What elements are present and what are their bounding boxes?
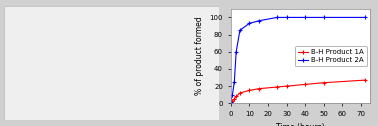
FancyBboxPatch shape — [4, 6, 219, 120]
X-axis label: Time (hours): Time (hours) — [276, 122, 325, 126]
Y-axis label: % of product formed: % of product formed — [195, 17, 204, 95]
Legend: B-H Product 1A, B-H Product 2A: B-H Product 1A, B-H Product 2A — [295, 46, 367, 66]
